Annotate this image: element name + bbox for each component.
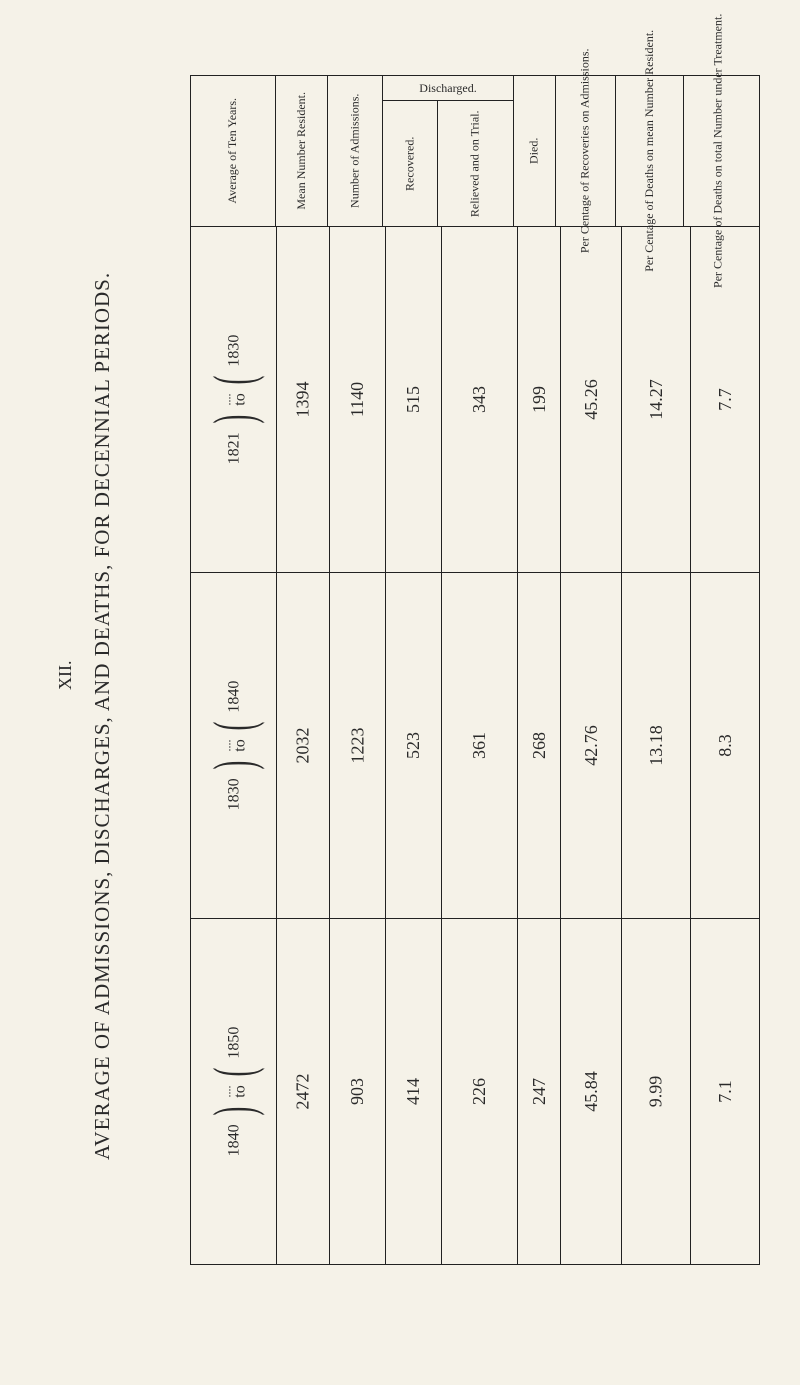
- cell-value: 1223: [347, 728, 368, 764]
- cell-value: 2032: [293, 728, 314, 764]
- year-range: 1830)....to(1840: [208, 681, 259, 811]
- cell-value: 247: [529, 1078, 550, 1105]
- table-row: 1821)....to (1830 1394 1140 515 343 199 45.26 14…: [191, 226, 759, 572]
- section-roman: XII.: [55, 661, 76, 691]
- table-cell: 2472: [277, 919, 330, 1264]
- table-cell: 1830)....to (1840: [191, 573, 277, 918]
- table-cell: 361: [442, 573, 517, 918]
- table-cell: 7.1: [691, 919, 759, 1264]
- year-range: 1821)....to(1830: [208, 335, 259, 465]
- to-word: to: [232, 1085, 248, 1097]
- table-cell: 199: [518, 227, 561, 572]
- cell-value: 45.84: [581, 1071, 602, 1112]
- cell-value: 523: [403, 732, 424, 759]
- table-cell: 1223: [330, 573, 386, 918]
- cell-value: 226: [469, 1078, 490, 1105]
- year-from: 1840: [225, 1124, 243, 1156]
- header-mean-resident: Mean Number Resident.: [276, 76, 328, 226]
- brace-icon: (: [200, 722, 266, 731]
- header-discharged-group: Discharged. Recovered. Relieved and on T…: [383, 76, 514, 226]
- year-range: 1840)....to(1850: [208, 1027, 259, 1157]
- table-container: Average of Ten Years. Mean Number Reside…: [190, 75, 760, 1265]
- table-cell: 42.76: [561, 573, 622, 918]
- year-end: 1840: [225, 681, 243, 713]
- cell-value: 414: [403, 1078, 424, 1105]
- header-pct-recoveries: Per Centage of Recoveries on Admissions.: [556, 76, 616, 226]
- table-cell: 903: [330, 919, 386, 1264]
- table-cell: 1840)....to (1850: [191, 919, 277, 1264]
- table-cell: 226: [442, 919, 517, 1264]
- cell-value: 903: [347, 1078, 368, 1105]
- table-cell: 2032: [277, 573, 330, 918]
- brace-icon: (: [200, 1068, 266, 1077]
- header-pct-deaths-mean: Per Centage of Deaths on mean Number Res…: [616, 76, 684, 226]
- discharged-label: Discharged.: [419, 81, 476, 96]
- header-died: Died.: [514, 76, 556, 226]
- cell-value: 9.99: [646, 1076, 667, 1108]
- cell-value: 268: [529, 732, 550, 759]
- table-cell: 1821)....to (1830: [191, 227, 277, 572]
- discharged-cells: 515 343: [386, 227, 518, 572]
- year-end: 1850: [225, 1027, 243, 1059]
- table-row: 1840)....to (1850 2472 903 414 226 247 45.84 9.9…: [191, 918, 759, 1264]
- dots: ....: [220, 394, 232, 406]
- cell-value: 14.27: [646, 379, 667, 420]
- header-relieved: Relieved and on Trial.: [438, 101, 513, 226]
- table-cell: 14.27: [622, 227, 691, 572]
- cell-value: 1394: [293, 382, 314, 418]
- cell-value: 361: [469, 732, 490, 759]
- brace-icon: ): [200, 1107, 266, 1116]
- brace-icon: ): [200, 415, 266, 424]
- header-pct-deaths-total: Per Centage of Deaths on total Number un…: [684, 76, 752, 226]
- table-cell: 13.18: [622, 573, 691, 918]
- title: AVERAGE OF ADMISSIONS, DISCHARGES, AND D…: [90, 272, 115, 1160]
- cell-value: 8.3: [715, 734, 736, 757]
- to-word: to: [232, 739, 248, 751]
- table-cell: 268: [518, 573, 561, 918]
- table-cell: 515: [386, 227, 442, 572]
- rows-container: 1821)....to(18301394114051534319945.2614…: [191, 226, 759, 1264]
- cell-value: 2472: [293, 1074, 314, 1110]
- table-cell: 8.3: [691, 573, 759, 918]
- table-cell: 45.84: [561, 919, 622, 1264]
- cell-value: 199: [529, 386, 550, 413]
- year-end: 1830: [225, 335, 243, 367]
- header-years: Average of Ten Years.: [191, 76, 276, 226]
- header-admissions: Number of Admissions.: [328, 76, 383, 226]
- cell-value: 13.18: [646, 725, 667, 766]
- to-word: to: [232, 393, 248, 405]
- discharged-cells: 414 226: [386, 919, 518, 1264]
- table-row: 1830)....to (1840 2032 1223 523 361 268 42.76 13…: [191, 572, 759, 918]
- header-recovered: Recovered.: [383, 101, 438, 226]
- cell-value: 45.26: [581, 379, 602, 420]
- table-cell: 45.26: [561, 227, 622, 572]
- cell-value: 7.7: [715, 388, 736, 411]
- table-cell: 1140: [330, 227, 386, 572]
- table-cell: 414: [386, 919, 442, 1264]
- dots: ....: [220, 740, 232, 752]
- table-cell: 343: [442, 227, 517, 572]
- table-cell: 523: [386, 573, 442, 918]
- table-cell: 1394: [277, 227, 330, 572]
- cell-value: 42.76: [581, 725, 602, 766]
- table-cell: 9.99: [622, 919, 691, 1264]
- cell-value: 7.1: [715, 1080, 736, 1103]
- brace-icon: (: [200, 376, 266, 385]
- cell-value: 1140: [347, 382, 368, 417]
- brace-icon: ): [200, 761, 266, 770]
- cell-value: 343: [469, 386, 490, 413]
- discharged-cells: 523 361: [386, 573, 518, 918]
- dots: ....: [220, 1086, 232, 1098]
- cell-value: 515: [403, 386, 424, 413]
- table-cell: 247: [518, 919, 561, 1264]
- year-from: 1821: [225, 432, 243, 464]
- year-from: 1830: [225, 778, 243, 810]
